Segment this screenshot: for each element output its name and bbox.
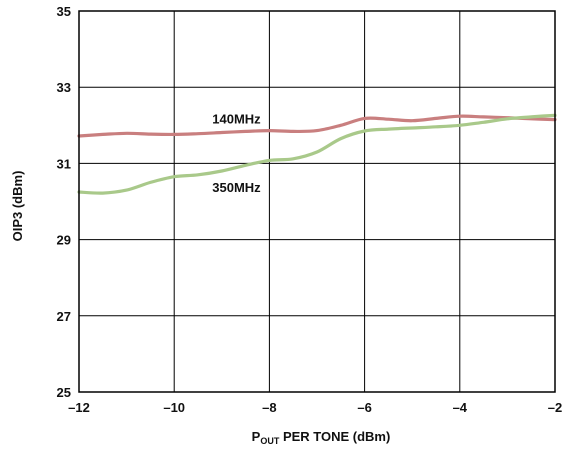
y-tick-label-1: 27 — [57, 309, 71, 324]
x-axis-label-main: P — [252, 429, 261, 444]
y-tick-label-0: 25 — [57, 385, 71, 400]
x-axis-label-rest: PER TONE (dBm) — [279, 429, 390, 444]
y-tick-label-4: 33 — [57, 80, 71, 95]
series-line-350mhz — [77, 113, 557, 195]
series-label-140mhz: 140MHz — [212, 111, 261, 126]
series-line-140mhz — [77, 114, 557, 138]
series-group — [77, 113, 557, 195]
x-tick-label-1: –10 — [163, 400, 185, 415]
plot-frame — [78, 10, 556, 393]
x-tick-label-4: –4 — [453, 400, 468, 415]
series-annotations: 140MHz 350MHz — [212, 111, 261, 195]
x-axis-label-sub: OUT — [260, 436, 280, 446]
x-tick-label-5: –2 — [548, 400, 562, 415]
series-label-350mhz: 350MHz — [212, 180, 261, 195]
x-axis-label: POUT PER TONE (dBm) — [252, 429, 391, 446]
x-tick-label-3: –6 — [357, 400, 371, 415]
y-tick-labels: 25 27 29 31 33 35 — [57, 4, 71, 400]
y-tick-label-2: 29 — [57, 233, 71, 248]
grid — [78, 10, 556, 393]
x-tick-label-0: –12 — [68, 400, 90, 415]
x-tick-labels: –12 –10 –8 –6 –4 –2 — [68, 400, 562, 415]
x-tick-label-2: –8 — [262, 400, 276, 415]
y-tick-label-3: 31 — [57, 156, 71, 171]
y-tick-label-5: 35 — [57, 4, 71, 19]
y-axis-label: OIP3 (dBm) — [10, 171, 25, 242]
